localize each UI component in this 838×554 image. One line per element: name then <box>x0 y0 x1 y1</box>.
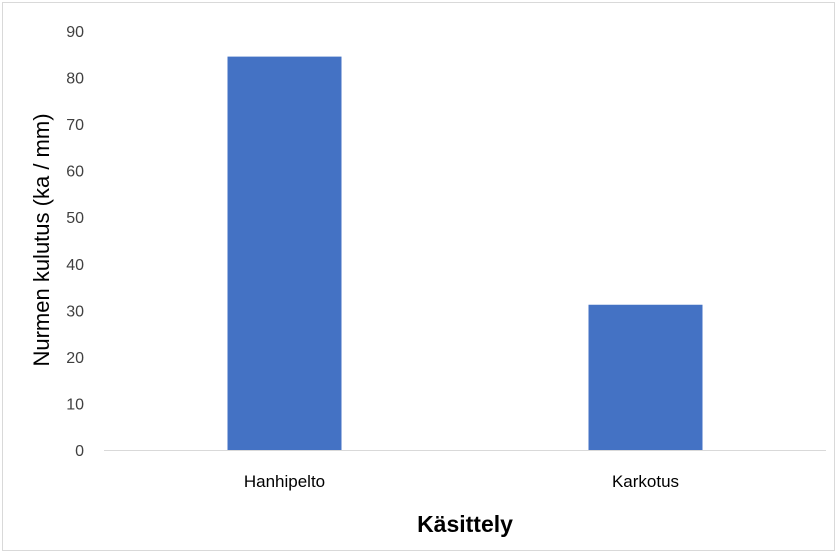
x-axis-categories: Hanhipelto Karkotus <box>244 472 679 491</box>
y-tick-label: 80 <box>66 71 84 88</box>
y-tick-label: 10 <box>66 396 84 413</box>
y-tick-label: 0 <box>75 443 84 460</box>
y-tick-label: 90 <box>66 24 84 41</box>
x-category-label: Hanhipelto <box>244 472 325 491</box>
y-tick-label: 70 <box>66 117 84 134</box>
x-axis-label: Käsittely <box>417 511 513 537</box>
y-axis-label: Nurmen kulutus (ka / mm) <box>29 113 54 366</box>
y-tick-label: 40 <box>66 257 84 274</box>
bars <box>227 56 703 450</box>
y-tick-label: 60 <box>66 164 84 181</box>
bar-hanhipelto <box>227 56 342 450</box>
y-tick-label: 50 <box>66 210 84 227</box>
bar-karkotus <box>588 304 703 450</box>
y-tick-label: 30 <box>66 303 84 320</box>
x-category-label: Karkotus <box>612 472 679 491</box>
y-axis-ticks: 0 10 20 30 40 50 60 70 80 90 <box>66 24 84 460</box>
y-tick-label: 20 <box>66 350 84 367</box>
